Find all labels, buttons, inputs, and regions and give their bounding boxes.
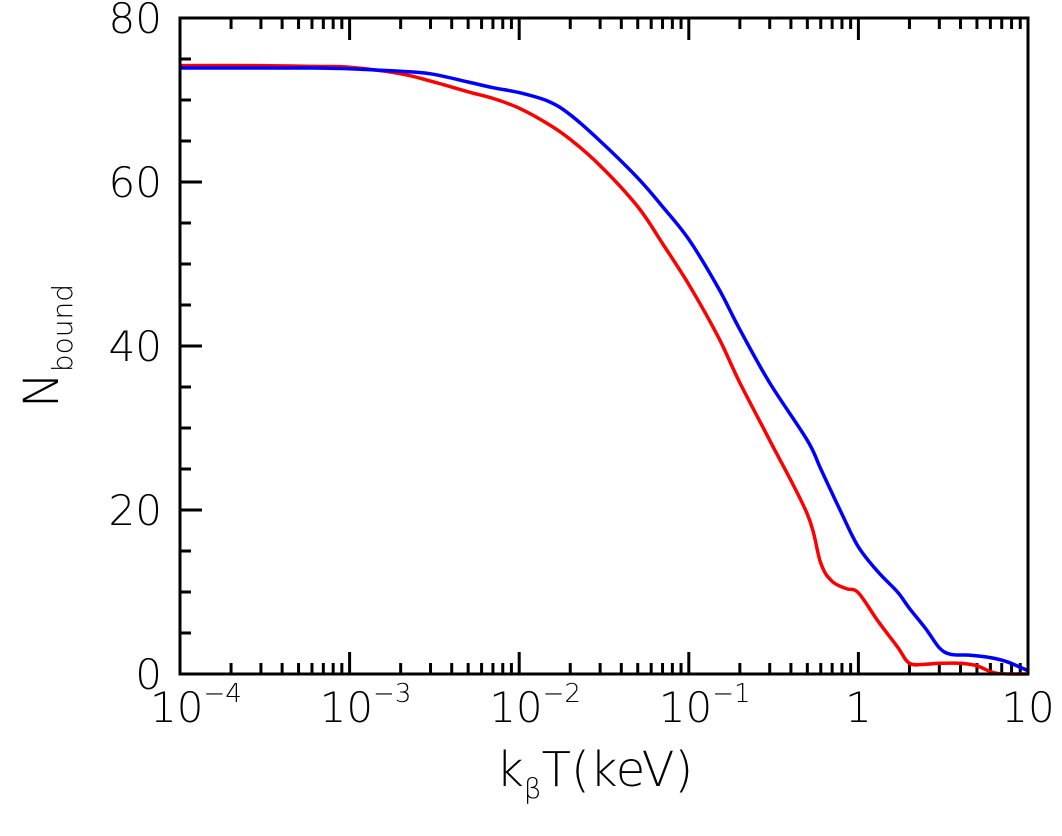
y-tick-labels: 0 20 40 60 80 xyxy=(109,0,162,699)
x-tick-label: 1 xyxy=(845,683,872,732)
x-tick-label: 10−2 xyxy=(489,679,581,732)
x-tick-label: 10−3 xyxy=(320,679,412,732)
y-axis-title-sub: bound xyxy=(46,284,79,372)
x-tick-label: 10−4 xyxy=(150,679,242,732)
x-tick-label: 10−1 xyxy=(659,679,751,732)
x-axis-title-rest: T(keV) xyxy=(542,742,694,798)
x-axis-title-main: k xyxy=(496,742,524,798)
y-axis-title-main: N xyxy=(14,372,70,408)
x-axis-title-sub: β xyxy=(524,772,542,805)
y-axis-title: Nbound xyxy=(14,284,79,408)
x-tick-label: 10 xyxy=(1001,683,1054,732)
axis-ticks xyxy=(178,16,1030,676)
plot-frame xyxy=(178,16,1030,676)
y-tick-label: 40 xyxy=(109,322,162,371)
series-1-line xyxy=(179,63,1029,676)
x-tick-labels: 10−4 10−3 10−2 10−1 1 10 xyxy=(150,679,1055,732)
y-tick-label: 20 xyxy=(109,486,162,535)
y-tick-label: 0 xyxy=(135,650,162,699)
x-axis-title: kβT(keV) xyxy=(496,742,693,805)
series-2-line xyxy=(180,66,1029,673)
y-tick-label: 60 xyxy=(109,158,162,207)
y-tick-label: 80 xyxy=(109,0,162,43)
data-curves xyxy=(179,63,1029,676)
